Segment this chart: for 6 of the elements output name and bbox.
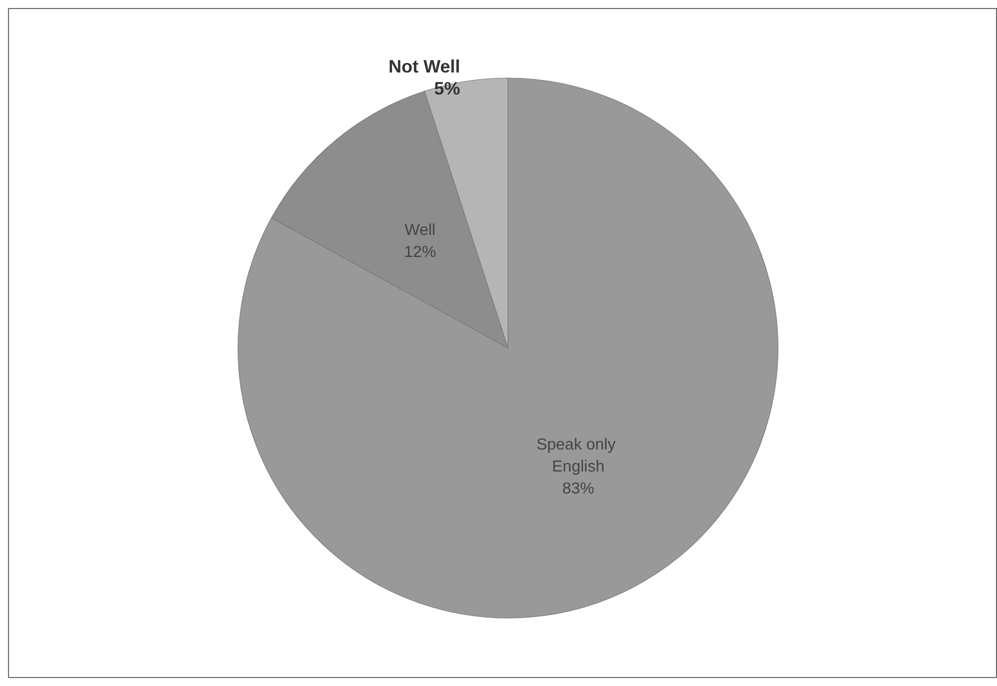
data-label: 5% bbox=[434, 78, 460, 98]
slice-label: Not Well bbox=[388, 56, 460, 76]
slice-label: Speak only English bbox=[536, 436, 620, 476]
data-label: 12% bbox=[404, 244, 436, 262]
slice-label: Well bbox=[404, 222, 436, 240]
data-label: 83% bbox=[562, 480, 594, 498]
